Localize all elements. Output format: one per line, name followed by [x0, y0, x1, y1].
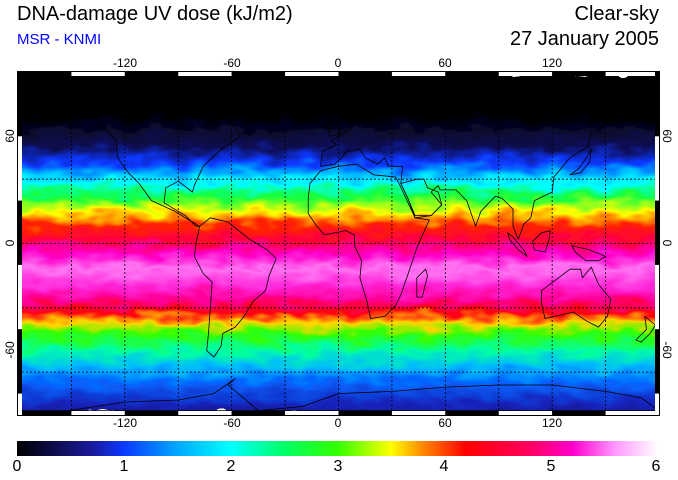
lon-tick-top: 60: [438, 56, 452, 70]
coastline-iceland: [295, 101, 315, 107]
coastline-antarctica: [18, 378, 659, 414]
lon-edge-segment: [498, 411, 553, 415]
lon-edge-segment: [498, 72, 553, 76]
lon-edge-segment: [338, 72, 392, 76]
lat-edge-segment: [18, 136, 22, 201]
coastline-australia: [541, 266, 612, 328]
date-label: 27 January 2005: [509, 28, 659, 50]
lon-edge-segment: [231, 72, 286, 76]
axis-edge-ticks: [18, 72, 659, 415]
lon-edge-segment: [71, 411, 125, 415]
coastline-new-guinea: [571, 245, 606, 262]
lat-edge-segment: [655, 72, 659, 137]
lat-edge-segment: [655, 136, 659, 201]
coastline-north-america: [38, 88, 242, 227]
map-canvas: [18, 72, 659, 415]
lon-edge-segment: [178, 411, 232, 415]
lat-tick-left: 0: [3, 239, 17, 247]
lat-edge-segment: [655, 393, 659, 415]
coastline-sumatra: [507, 232, 528, 257]
colorbar-label: 6: [651, 458, 661, 475]
lon-edge-segment: [285, 411, 339, 415]
lat-edge-segment: [655, 329, 659, 394]
lon-edge-segment: [71, 72, 125, 76]
lat-tick-right: -60: [660, 341, 674, 359]
lat-edge-segment: [655, 264, 659, 330]
colorbar-label: 1: [119, 458, 129, 475]
lon-edge-segment: [445, 72, 499, 76]
lon-edge-segment: [231, 411, 286, 415]
coastline-arabia: [400, 178, 443, 217]
lon-tick-bottom: 60: [438, 416, 452, 430]
lon-edge-segment: [124, 72, 179, 76]
coastline-borneo: [532, 230, 551, 253]
map-title: DNA-damage UV dose (kJ/m2): [17, 3, 293, 25]
lat-tick-left: 60: [3, 129, 17, 143]
colorbar-label: 4: [439, 458, 449, 475]
lat-tick-right: 60: [660, 129, 674, 143]
lon-edge-segment: [178, 72, 232, 76]
source-label: MSR - KNMI: [17, 31, 102, 48]
lon-edge-segment: [338, 411, 392, 415]
lon-edge-segment: [285, 72, 339, 76]
coastline-japan: [569, 148, 592, 176]
lon-edge-segment: [391, 72, 446, 76]
colorbar-gradient: [17, 441, 658, 456]
colorbar-label: 2: [226, 458, 236, 475]
lon-tick-bottom: 120: [541, 416, 563, 430]
lat-edge-segment: [18, 72, 22, 137]
coastline-eurasia: [320, 78, 659, 240]
lon-tick-bottom: 0: [334, 416, 342, 430]
lon-edge-segment: [391, 411, 446, 415]
colorbar-label: 5: [546, 458, 556, 475]
sky-condition-label: Clear-sky: [574, 3, 659, 25]
lon-tick-top: -60: [223, 56, 241, 70]
colorbar-label: 0: [12, 458, 22, 475]
lon-tick-top: -120: [112, 56, 138, 70]
lon-edge-segment: [605, 72, 659, 76]
lon-edge-segment: [445, 411, 499, 415]
lat-edge-segment: [18, 264, 22, 330]
lat-tick-right: 0: [660, 239, 674, 247]
lon-edge-segment: [605, 411, 659, 415]
coastline-south-america: [193, 217, 277, 358]
uv-dose-map: [17, 71, 660, 416]
lon-edge-segment: [18, 72, 72, 76]
lon-edge-segment: [124, 411, 179, 415]
coastline-uk: [327, 118, 341, 137]
lon-tick-bottom: -120: [112, 416, 138, 430]
lon-edge-segment: [552, 411, 606, 415]
colorbar-label: 3: [333, 458, 343, 475]
lon-tick-top: 120: [541, 56, 563, 70]
lon-edge-segment: [552, 72, 606, 76]
lat-edge-segment: [18, 393, 22, 415]
lon-tick-top: 0: [334, 56, 342, 70]
coastline-madagascar: [416, 268, 428, 298]
coastline-africa: [307, 163, 430, 319]
lat-edge-segment: [18, 329, 22, 394]
lon-tick-bottom: -60: [223, 416, 241, 430]
lon-edge-segment: [18, 411, 72, 415]
graticule: [18, 72, 659, 415]
lat-tick-left: -60: [3, 341, 17, 359]
lat-edge-segment: [655, 200, 659, 265]
colorbar: [17, 441, 658, 456]
lat-edge-segment: [18, 200, 22, 265]
